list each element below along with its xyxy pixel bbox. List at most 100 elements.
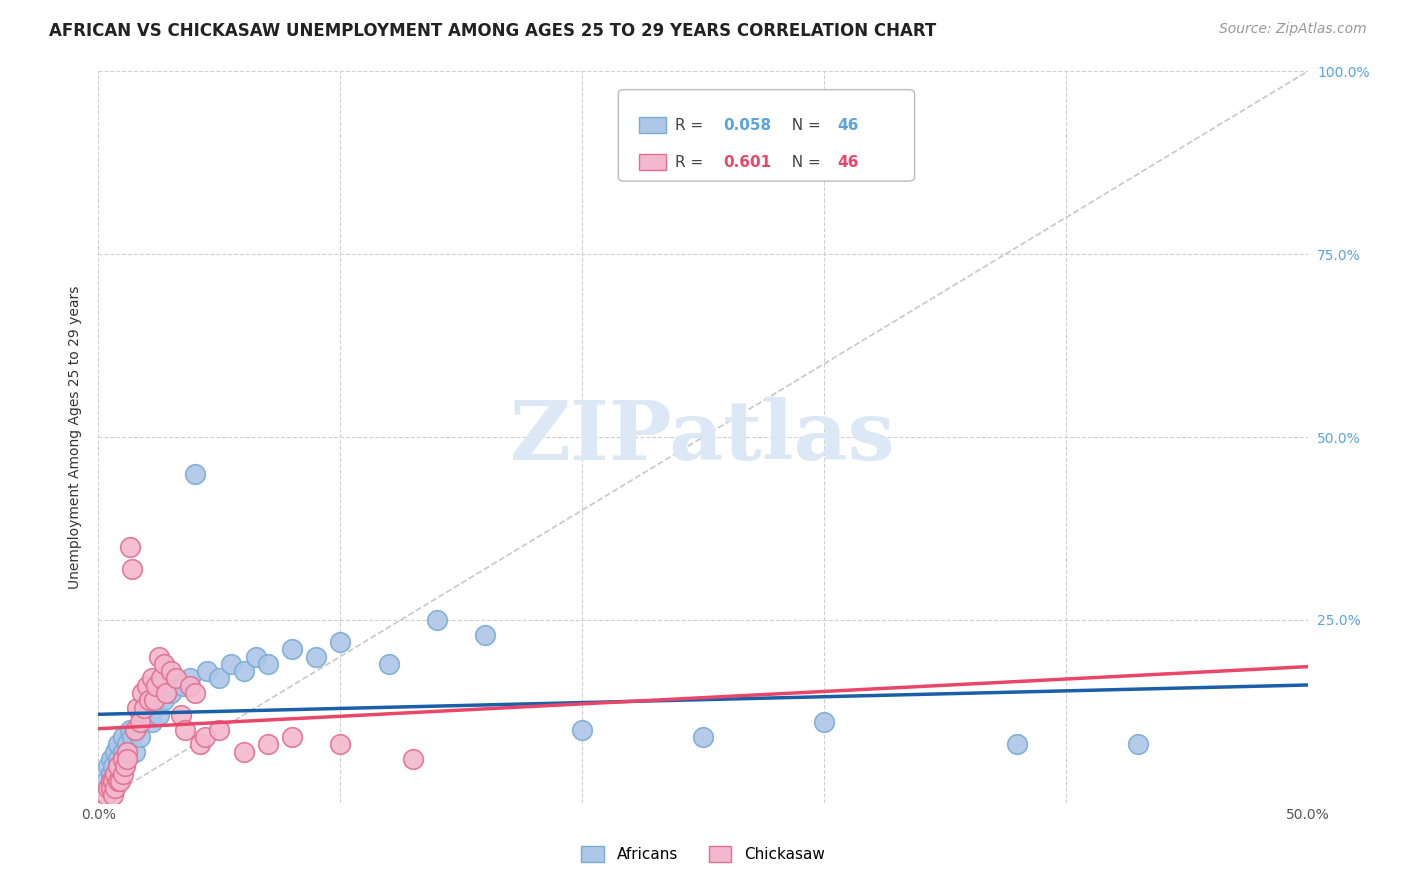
Point bbox=[141, 715, 163, 730]
Point bbox=[208, 723, 231, 737]
Point bbox=[165, 672, 187, 686]
Point bbox=[128, 715, 150, 730]
Legend: Africans, Chickasaw: Africans, Chickasaw bbox=[575, 840, 831, 868]
FancyBboxPatch shape bbox=[619, 90, 915, 181]
Point bbox=[100, 773, 122, 788]
Point bbox=[135, 708, 157, 723]
Text: R =: R = bbox=[675, 118, 709, 133]
Text: 46: 46 bbox=[837, 118, 859, 133]
Point bbox=[108, 773, 131, 788]
Point bbox=[571, 723, 593, 737]
Point bbox=[94, 773, 117, 788]
Point bbox=[127, 700, 149, 714]
Point bbox=[134, 700, 156, 714]
Point bbox=[169, 708, 191, 723]
Point bbox=[107, 752, 129, 766]
Point bbox=[108, 759, 131, 773]
Point bbox=[329, 737, 352, 751]
Point bbox=[281, 730, 304, 744]
Point bbox=[114, 759, 136, 773]
Point bbox=[145, 679, 167, 693]
Point bbox=[100, 766, 122, 780]
FancyBboxPatch shape bbox=[638, 154, 665, 170]
Point bbox=[221, 657, 243, 671]
Point bbox=[152, 693, 174, 707]
Point bbox=[127, 723, 149, 737]
Point bbox=[232, 745, 254, 759]
Text: Source: ZipAtlas.com: Source: ZipAtlas.com bbox=[1219, 22, 1367, 37]
Point bbox=[138, 693, 160, 707]
Point bbox=[97, 759, 120, 773]
Point bbox=[208, 672, 231, 686]
Text: ZIPatlas: ZIPatlas bbox=[510, 397, 896, 477]
Point bbox=[121, 730, 143, 744]
Point bbox=[256, 737, 278, 751]
Point bbox=[179, 679, 201, 693]
Point bbox=[131, 715, 153, 730]
Point bbox=[179, 672, 201, 686]
Point bbox=[256, 657, 278, 671]
Point bbox=[128, 730, 150, 744]
Point bbox=[1007, 737, 1029, 751]
Point bbox=[97, 781, 120, 796]
Point bbox=[100, 781, 122, 796]
Point bbox=[117, 737, 139, 751]
Point bbox=[104, 781, 127, 796]
Point bbox=[184, 686, 207, 700]
Text: N =: N = bbox=[782, 155, 825, 169]
Point bbox=[195, 664, 218, 678]
Text: 0.058: 0.058 bbox=[724, 118, 772, 133]
Point bbox=[124, 723, 146, 737]
Point bbox=[188, 737, 211, 751]
Text: R =: R = bbox=[675, 155, 709, 169]
Point bbox=[114, 752, 136, 766]
Point bbox=[104, 766, 127, 780]
Point bbox=[143, 693, 166, 707]
Point bbox=[194, 730, 217, 744]
Point bbox=[305, 649, 328, 664]
Point bbox=[101, 789, 124, 803]
Point bbox=[474, 627, 496, 641]
Text: N =: N = bbox=[782, 118, 825, 133]
Point bbox=[174, 723, 197, 737]
Point bbox=[111, 752, 134, 766]
Point bbox=[124, 745, 146, 759]
Point bbox=[148, 649, 170, 664]
Point bbox=[245, 649, 267, 664]
Point bbox=[104, 745, 127, 759]
Point bbox=[94, 789, 117, 803]
Point bbox=[1128, 737, 1150, 751]
Point bbox=[377, 657, 399, 671]
Point bbox=[813, 715, 835, 730]
Point bbox=[121, 562, 143, 576]
Point bbox=[118, 723, 141, 737]
Point bbox=[117, 752, 139, 766]
Point bbox=[107, 737, 129, 751]
Point bbox=[143, 700, 166, 714]
Point bbox=[184, 467, 207, 481]
Point bbox=[155, 686, 177, 700]
Point bbox=[141, 672, 163, 686]
Point bbox=[160, 664, 183, 678]
Point bbox=[131, 686, 153, 700]
Point bbox=[150, 672, 173, 686]
Text: AFRICAN VS CHICKASAW UNEMPLOYMENT AMONG AGES 25 TO 29 YEARS CORRELATION CHART: AFRICAN VS CHICKASAW UNEMPLOYMENT AMONG … bbox=[49, 22, 936, 40]
Point bbox=[107, 773, 129, 788]
Point bbox=[101, 759, 124, 773]
Point bbox=[160, 686, 183, 700]
Point bbox=[104, 766, 127, 780]
Point bbox=[117, 745, 139, 759]
Point bbox=[118, 540, 141, 554]
Point bbox=[135, 679, 157, 693]
Point bbox=[111, 730, 134, 744]
Point bbox=[172, 679, 194, 693]
Point bbox=[402, 752, 425, 766]
Point bbox=[426, 613, 449, 627]
Point bbox=[101, 773, 124, 788]
Point bbox=[111, 745, 134, 759]
Point bbox=[100, 752, 122, 766]
Point bbox=[232, 664, 254, 678]
Point bbox=[148, 708, 170, 723]
Text: 0.601: 0.601 bbox=[724, 155, 772, 169]
Y-axis label: Unemployment Among Ages 25 to 29 years: Unemployment Among Ages 25 to 29 years bbox=[69, 285, 83, 589]
